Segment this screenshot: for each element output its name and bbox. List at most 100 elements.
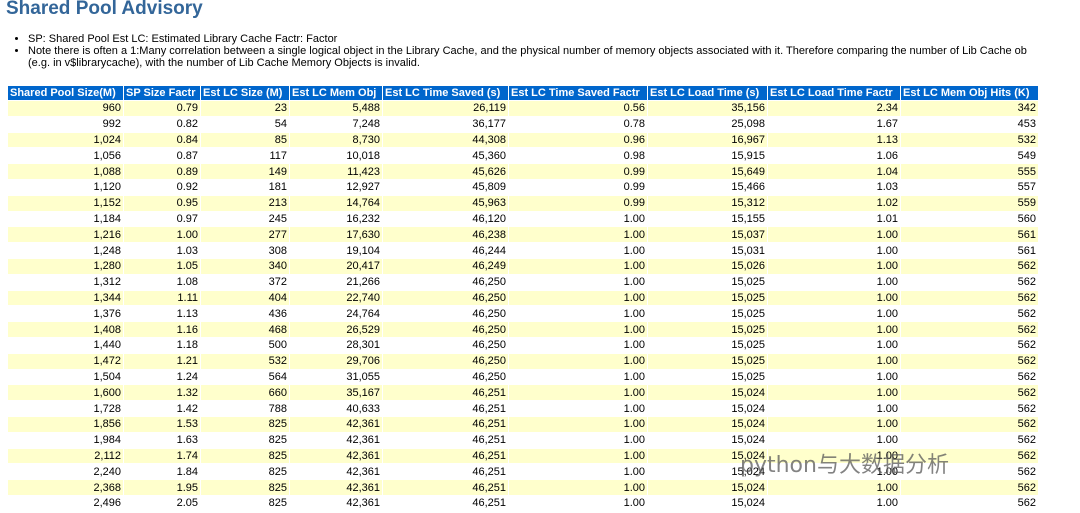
table-cell: 960: [8, 101, 123, 116]
table-row: 1,504 1.24 564 31,055 46,250 1.00 15,025 1.00 56…: [8, 369, 1038, 385]
table-cell: 1.00: [509, 258, 647, 274]
table-cell: 549: [901, 148, 1038, 164]
table-cell: 2.05: [124, 495, 200, 511]
table-cell: 46,251: [383, 432, 508, 448]
table-cell: 46,249: [383, 258, 508, 274]
table-cell: 15,024: [648, 401, 767, 416]
table-cell: 468: [201, 322, 289, 337]
table-cell: 46,238: [383, 227, 508, 243]
table-cell: 1.00: [768, 274, 900, 290]
table-cell: 562: [901, 353, 1038, 369]
table-cell: 277: [201, 227, 289, 243]
table-cell: 20,417: [290, 258, 382, 274]
table-cell: 46,251: [383, 495, 508, 511]
table-cell: 1.00: [509, 306, 647, 322]
table-cell: 15,025: [648, 369, 767, 385]
table-cell: 562: [901, 495, 1038, 511]
table-cell: 1,152: [8, 195, 123, 211]
table-cell: 46,250: [383, 369, 508, 385]
table-cell: 1.00: [509, 227, 647, 243]
table-cell: 1.05: [124, 258, 200, 274]
table-cell: 46,250: [383, 337, 508, 353]
table-cell: 28,301: [290, 337, 382, 353]
table-row: 1,280 1.05 340 20,417 46,249 1.00 15,026 1.00 56…: [8, 258, 1038, 274]
table-cell: 1.00: [768, 369, 900, 385]
note-item: SP: Shared Pool Est LC: Estimated Librar…: [28, 33, 1027, 45]
table-cell: 562: [901, 274, 1038, 290]
table-cell: 44,308: [383, 132, 508, 148]
table-cell: 1.13: [768, 132, 900, 148]
table-row: 1,088 0.89 149 11,423 45,626 0.99 15,649 1.04 55…: [8, 164, 1038, 179]
table-cell: 45,809: [383, 179, 508, 195]
table-cell: 54: [201, 116, 289, 132]
table-cell: 1,600: [8, 385, 123, 401]
table-cell: 16,232: [290, 211, 382, 227]
table-cell: 1.01: [768, 211, 900, 227]
table-cell: 40,633: [290, 401, 382, 416]
table-cell: 15,024: [648, 432, 767, 448]
table-cell: 15,024: [648, 385, 767, 401]
table-cell: 825: [201, 464, 289, 480]
table-cell: 15,155: [648, 211, 767, 227]
table-row: 1,440 1.18 500 28,301 46,250 1.00 15,025 1.00 56…: [8, 337, 1038, 353]
column-header: Est LC Load Time Factr: [768, 86, 900, 100]
table-cell: 1.00: [509, 432, 647, 448]
table-row: 1,152 0.95 213 14,764 45,963 0.99 15,312 1.02 55…: [8, 195, 1038, 211]
table-row: 1,600 1.32 660 35,167 46,251 1.00 15,024 1.00 56…: [8, 385, 1038, 401]
table-cell: 1.18: [124, 337, 200, 353]
table-cell: 1,184: [8, 211, 123, 227]
table-cell: 15,025: [648, 337, 767, 353]
table-cell: 42,361: [290, 480, 382, 495]
table-cell: 562: [901, 369, 1038, 385]
table-cell: 117: [201, 148, 289, 164]
table-cell: 1.04: [768, 164, 900, 179]
note-text: (e.g. in v$librarycache), with the numbe…: [28, 57, 420, 69]
table-cell: 19,104: [290, 243, 382, 258]
table-cell: 1.00: [509, 211, 647, 227]
table-cell: 1,472: [8, 353, 123, 369]
table-cell: 46,251: [383, 480, 508, 495]
table-cell: 15,025: [648, 274, 767, 290]
column-header: Est LC Mem Obj Hits (K): [901, 86, 1038, 100]
table-cell: 562: [901, 416, 1038, 432]
table-cell: 453: [901, 116, 1038, 132]
table-cell: 1.67: [768, 116, 900, 132]
table-cell: 29,706: [290, 353, 382, 369]
table-cell: 825: [201, 495, 289, 511]
table-cell: 992: [8, 116, 123, 132]
table-cell: 0.98: [509, 148, 647, 164]
table-cell: 42,361: [290, 495, 382, 511]
table-cell: 1.00: [509, 274, 647, 290]
table-cell: 46,251: [383, 401, 508, 416]
table-cell: 562: [901, 337, 1038, 353]
table-cell: 1,856: [8, 416, 123, 432]
table-cell: 562: [901, 385, 1038, 401]
table-cell: 22,740: [290, 290, 382, 306]
table-cell: 1,280: [8, 258, 123, 274]
table-cell: 15,024: [648, 464, 767, 480]
table-cell: 1.00: [768, 385, 900, 401]
table-cell: 1.00: [124, 227, 200, 243]
table-cell: 1.02: [768, 195, 900, 211]
table-cell: 372: [201, 274, 289, 290]
table-cell: 500: [201, 337, 289, 353]
table-cell: 1.00: [768, 416, 900, 432]
table-cell: 1.84: [124, 464, 200, 480]
table-cell: 1.08: [124, 274, 200, 290]
table-cell: 0.89: [124, 164, 200, 179]
table-cell: 15,025: [648, 306, 767, 322]
table-cell: 45,626: [383, 164, 508, 179]
table-cell: 16,967: [648, 132, 767, 148]
table-cell: 2,368: [8, 480, 123, 495]
table-row: 1,120 0.92 181 12,927 45,809 0.99 15,466 1.03 55…: [8, 179, 1038, 195]
table-row: 1,984 1.63 825 42,361 46,251 1.00 15,024 1.00 56…: [8, 432, 1038, 448]
table-cell: 1.00: [768, 401, 900, 416]
table-cell: 45,360: [383, 148, 508, 164]
table-cell: 1.00: [509, 464, 647, 480]
table-cell: 562: [901, 480, 1038, 495]
table-cell: 560: [901, 211, 1038, 227]
table-cell: 25,098: [648, 116, 767, 132]
table-cell: 46,250: [383, 322, 508, 337]
table-cell: 1,984: [8, 432, 123, 448]
